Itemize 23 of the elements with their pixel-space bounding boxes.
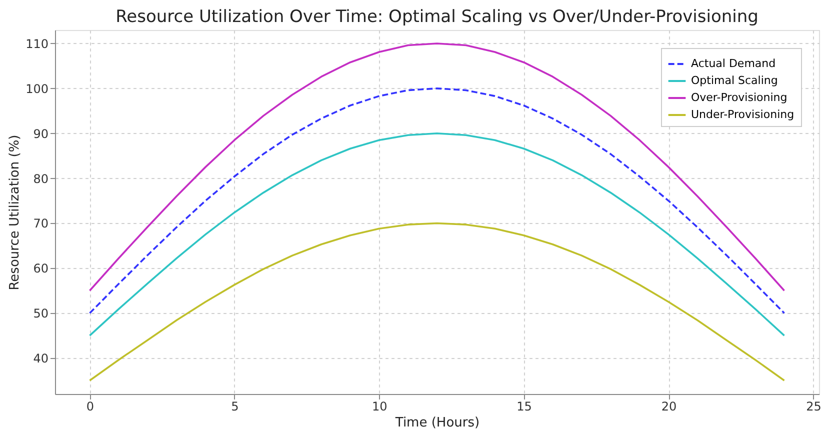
line-series: [88, 132, 786, 336]
legend-label: Optimal Scaling: [691, 74, 778, 87]
y-axis-title: Resource Utilization (%): [8, 134, 23, 290]
line-series: [88, 222, 786, 382]
legend-label: Over-Provisioning: [691, 91, 788, 104]
y-tick-label: 100: [26, 82, 48, 96]
chart-title: Resource Utilization Over Time: Optimal Scaling vs Over/Under-Provisioning: [116, 7, 758, 27]
x-tick-label: 0: [86, 400, 94, 414]
x-tick-label: 25: [806, 400, 822, 414]
x-tick-label: 5: [231, 400, 239, 414]
y-tick-label: 70: [33, 216, 48, 231]
x-tick-label: 15: [516, 400, 532, 414]
y-tick-label: 110: [26, 36, 48, 51]
x-axis-title: Time (Hours): [394, 416, 480, 430]
y-tick-label: 40: [33, 352, 48, 366]
x-tick-label: 20: [661, 400, 677, 414]
legend-label: Actual Demand: [691, 57, 776, 70]
y-tick-label: 60: [33, 262, 48, 276]
x-tick-label: 10: [372, 400, 388, 414]
y-tick-label: 80: [33, 172, 48, 186]
y-tick-label: 90: [33, 126, 48, 141]
legend-label: Under-Provisioning: [691, 108, 794, 121]
y-tick-label: 50: [33, 306, 48, 321]
